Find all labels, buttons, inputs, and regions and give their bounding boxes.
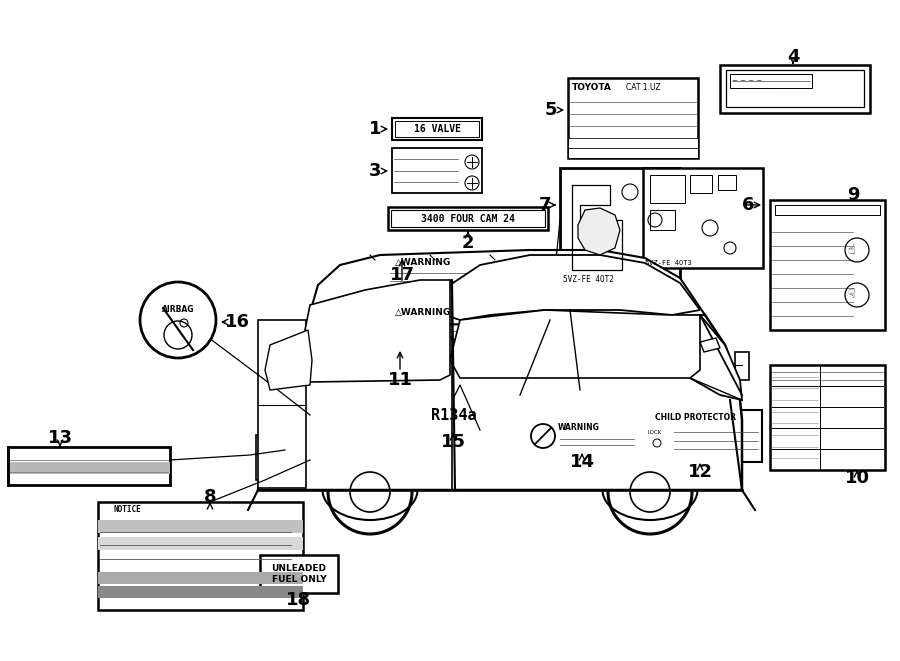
Text: ~ ~ ~ ~: ~ ~ ~ ~ bbox=[732, 78, 762, 84]
Bar bbox=[650, 210, 675, 230]
Bar bbox=[265, 340, 300, 420]
Polygon shape bbox=[700, 338, 720, 352]
Bar bbox=[643, 168, 763, 268]
Bar bbox=[404, 397, 504, 432]
Bar bbox=[98, 586, 303, 598]
Bar bbox=[646, 424, 668, 457]
Text: 9: 9 bbox=[847, 186, 860, 204]
Bar bbox=[726, 70, 864, 107]
Text: 12: 12 bbox=[688, 463, 713, 481]
Text: 3400 FOUR CAM 24: 3400 FOUR CAM 24 bbox=[421, 214, 515, 224]
Bar bbox=[391, 210, 545, 227]
Text: 14: 14 bbox=[570, 453, 595, 471]
Text: CHILD PROTECTOR: CHILD PROTECTOR bbox=[655, 414, 736, 422]
Text: WARNING: WARNING bbox=[558, 424, 600, 432]
Text: NOTICE: NOTICE bbox=[113, 506, 140, 514]
Bar bbox=[644, 410, 762, 462]
Bar bbox=[720, 65, 870, 113]
Bar bbox=[600, 370, 628, 380]
Text: 17: 17 bbox=[390, 266, 415, 284]
Polygon shape bbox=[305, 250, 705, 330]
Polygon shape bbox=[445, 255, 700, 320]
Bar bbox=[690, 175, 712, 193]
Polygon shape bbox=[450, 310, 700, 378]
Bar bbox=[395, 121, 479, 137]
Text: 1: 1 bbox=[369, 120, 382, 138]
Polygon shape bbox=[578, 208, 620, 255]
Bar bbox=[98, 520, 303, 533]
Circle shape bbox=[465, 155, 479, 169]
Text: 11: 11 bbox=[388, 371, 412, 389]
Bar bbox=[8, 447, 170, 485]
Text: CAT 1.UZ: CAT 1.UZ bbox=[626, 83, 661, 91]
Text: 16 VALVE: 16 VALVE bbox=[413, 124, 461, 134]
Bar bbox=[735, 352, 749, 380]
Polygon shape bbox=[265, 330, 312, 390]
Text: ~ ~ ~ ~ ~: ~ ~ ~ ~ ~ bbox=[732, 86, 770, 92]
Text: AIRBAG: AIRBAG bbox=[162, 305, 194, 315]
Bar bbox=[560, 168, 680, 293]
Text: 2: 2 bbox=[462, 234, 474, 252]
Text: 13: 13 bbox=[48, 429, 73, 447]
Circle shape bbox=[531, 424, 555, 448]
Bar bbox=[260, 555, 338, 593]
Bar bbox=[380, 368, 402, 376]
Text: 5VZ-FE 4OT2: 5VZ-FE 4OT2 bbox=[563, 274, 614, 284]
Bar bbox=[650, 175, 685, 203]
Text: △WARNING: △WARNING bbox=[395, 309, 451, 317]
Text: 5VZ-FE 4OT3: 5VZ-FE 4OT3 bbox=[645, 260, 692, 266]
Bar bbox=[388, 305, 501, 347]
Bar bbox=[98, 502, 303, 610]
Text: UNLEADED
FUEL ONLY: UNLEADED FUEL ONLY bbox=[272, 564, 327, 584]
Text: LOCK: LOCK bbox=[648, 430, 662, 434]
Bar bbox=[8, 462, 170, 474]
Text: ☝: ☝ bbox=[847, 243, 855, 256]
Bar bbox=[770, 365, 885, 470]
Text: 8: 8 bbox=[203, 488, 216, 506]
Bar bbox=[730, 74, 812, 88]
Bar bbox=[388, 207, 548, 230]
Bar bbox=[718, 175, 736, 190]
Text: ☟: ☟ bbox=[847, 288, 855, 301]
Polygon shape bbox=[258, 272, 742, 490]
Polygon shape bbox=[305, 280, 450, 382]
Circle shape bbox=[140, 282, 216, 358]
Text: 15: 15 bbox=[440, 433, 465, 451]
Bar bbox=[256, 435, 270, 480]
Bar bbox=[98, 537, 303, 550]
Text: 4: 4 bbox=[787, 48, 799, 66]
Bar bbox=[388, 255, 501, 297]
Text: 3: 3 bbox=[369, 162, 382, 180]
Text: 7: 7 bbox=[539, 196, 551, 214]
Bar bbox=[775, 205, 880, 215]
Text: R134a: R134a bbox=[431, 407, 477, 422]
Circle shape bbox=[465, 176, 479, 190]
Bar bbox=[258, 320, 306, 488]
Bar bbox=[568, 138, 698, 158]
Bar bbox=[392, 118, 482, 140]
Text: 10: 10 bbox=[844, 469, 869, 487]
Bar bbox=[98, 572, 303, 584]
Text: 5: 5 bbox=[544, 101, 557, 119]
Text: TOYOTA: TOYOTA bbox=[572, 83, 612, 91]
Circle shape bbox=[608, 450, 692, 534]
Bar bbox=[770, 200, 885, 330]
Polygon shape bbox=[690, 315, 742, 400]
Text: △WARNING: △WARNING bbox=[395, 258, 451, 268]
Circle shape bbox=[328, 450, 412, 534]
Bar bbox=[568, 78, 698, 158]
Text: 18: 18 bbox=[286, 591, 311, 609]
Bar bbox=[392, 148, 482, 193]
Text: 6: 6 bbox=[742, 196, 754, 214]
Bar bbox=[526, 420, 638, 452]
Text: 16: 16 bbox=[224, 313, 249, 331]
